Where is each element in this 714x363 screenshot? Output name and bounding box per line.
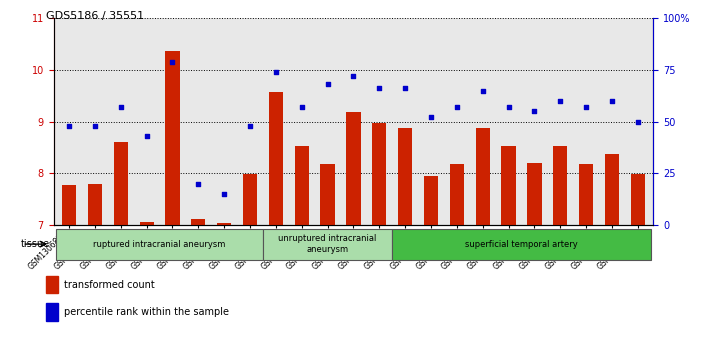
Point bbox=[555, 98, 566, 104]
Bar bbox=[424, 176, 438, 225]
Bar bbox=[88, 184, 102, 225]
Bar bbox=[139, 223, 154, 225]
Bar bbox=[217, 223, 231, 225]
Point bbox=[296, 104, 308, 110]
Text: unruptured intracranial
aneurysm: unruptured intracranial aneurysm bbox=[278, 234, 377, 254]
Point bbox=[218, 191, 230, 197]
Bar bbox=[398, 129, 412, 225]
Point bbox=[64, 123, 75, 129]
Text: percentile rank within the sample: percentile rank within the sample bbox=[64, 307, 228, 317]
Bar bbox=[392, 229, 650, 260]
Bar bbox=[372, 123, 386, 225]
Point bbox=[426, 115, 437, 121]
Bar bbox=[268, 91, 283, 225]
Point bbox=[606, 98, 618, 104]
Point bbox=[632, 119, 643, 125]
Point bbox=[477, 88, 488, 94]
Text: tissue: tissue bbox=[21, 239, 50, 249]
Point bbox=[244, 123, 256, 129]
Point bbox=[270, 69, 281, 75]
Bar bbox=[321, 164, 335, 225]
Point bbox=[399, 86, 411, 91]
Bar bbox=[62, 185, 76, 225]
Point bbox=[115, 104, 126, 110]
Point bbox=[373, 86, 385, 91]
Point bbox=[193, 181, 204, 187]
Bar bbox=[263, 229, 392, 260]
Text: superficial temporal artery: superficial temporal artery bbox=[465, 240, 578, 249]
Point bbox=[348, 73, 359, 79]
Bar bbox=[243, 174, 257, 225]
Bar bbox=[46, 303, 58, 321]
Bar bbox=[553, 146, 568, 225]
Bar bbox=[346, 112, 361, 225]
Bar bbox=[579, 163, 593, 225]
Point bbox=[503, 104, 514, 110]
Text: GDS5186 / 35551: GDS5186 / 35551 bbox=[46, 11, 144, 21]
Bar bbox=[450, 163, 464, 225]
Bar bbox=[56, 229, 263, 260]
Text: transformed count: transformed count bbox=[64, 280, 154, 290]
Bar bbox=[114, 142, 128, 225]
Bar bbox=[605, 154, 619, 225]
Point bbox=[89, 123, 101, 129]
Bar bbox=[295, 146, 309, 225]
Point bbox=[322, 81, 333, 87]
Bar bbox=[501, 146, 516, 225]
Bar bbox=[630, 174, 645, 225]
Bar bbox=[476, 129, 490, 225]
Bar bbox=[46, 276, 58, 293]
Point bbox=[528, 108, 540, 114]
Point bbox=[580, 104, 592, 110]
Bar bbox=[191, 219, 206, 225]
Text: ruptured intracranial aneurysm: ruptured intracranial aneurysm bbox=[94, 240, 226, 249]
Bar bbox=[166, 51, 180, 225]
Point bbox=[141, 133, 152, 139]
Point bbox=[167, 59, 178, 65]
Point bbox=[451, 104, 463, 110]
Bar bbox=[527, 163, 541, 225]
